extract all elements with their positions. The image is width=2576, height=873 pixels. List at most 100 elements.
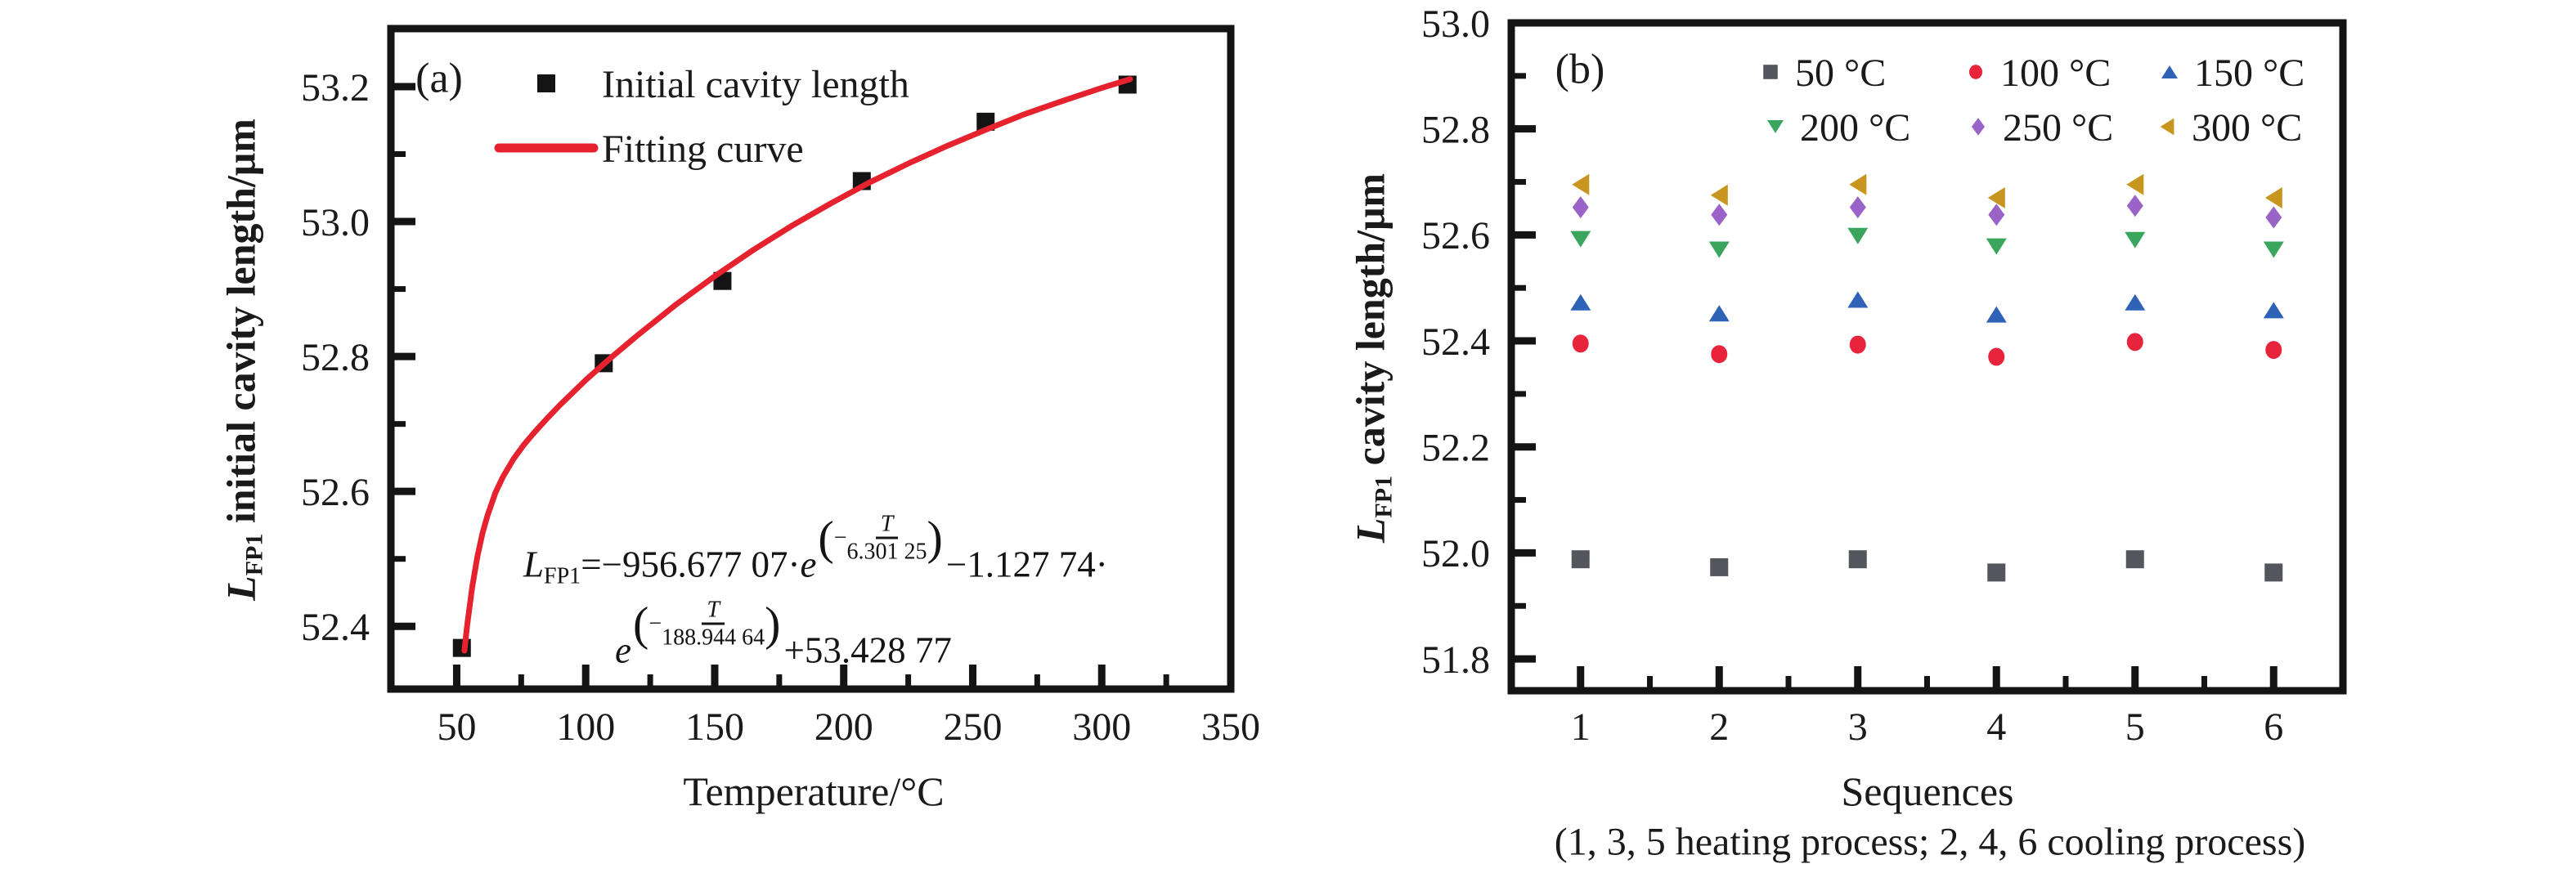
y-tick-label: 53.2 [301,66,370,110]
data-point-200 °C [1708,241,1730,258]
legend-marker-250 °C [1972,118,1985,136]
eq-segment-1: =−956.677 07· [581,544,801,584]
y-tick-label: 52.2 [1421,427,1490,470]
equation-line-2: e(− T 188.944 64) +53.428 77 [615,598,952,678]
x-tick-label: 150 [685,705,744,749]
minus-sign: − [648,611,662,636]
data-point-200 °C [1847,227,1869,244]
y-axis-label-a: LFP1 initial cavity length/μm [218,119,269,601]
data-point-250 °C [2126,195,2143,217]
legend-label-50 °C: 50 °C [1795,51,1886,95]
data-point-200 °C [1986,238,2007,255]
chart-panel-b: 1 2 3 4 5 6 51.8 52.0 52.2 52.4 52.6 52.8 53.0 [1421,2,2347,749]
x-tick-label: 3 [1848,705,1868,749]
x-axis-note-b: (1, 3, 5 heating process; 2, 4, 6 coolin… [1554,820,2306,864]
legend-marker-150 °C [2161,65,2178,78]
fraction-numerator: T [875,512,899,539]
open-paren: ( [818,511,834,565]
legend-label-initial-cavity-length: Initial cavity length [602,63,909,106]
eq-exponent-2: (− T 188.944 64) [633,597,780,651]
y-tick-label: 53.0 [1421,2,1490,46]
eq-exponent-1: (− T 6.301 25) [818,511,942,566]
fraction-denominator: 6.301 25 [846,539,927,565]
data-point-250 °C [1849,196,1866,219]
minus-sign: − [833,525,847,550]
y-tick-label: 52.8 [1421,108,1490,151]
data-point-50 °C [1987,563,2006,582]
data-point-100 °C [1711,345,1728,364]
close-paren: ) [765,597,781,651]
data-point-150 °C [1708,305,1730,322]
eq-segment-2: −1.127 74· [945,544,1108,584]
x-tick-label: 250 [943,705,1002,749]
data-point-100 °C [1572,334,1589,353]
legend-marker-100 °C [1969,65,1982,79]
eq-e-2: e [615,629,631,670]
y-tick-label: 52.6 [301,471,370,514]
x-tick-label: 300 [1072,705,1131,749]
eq-subscript: FP1 [544,563,581,589]
fraction-2: T 188.944 64 [662,598,765,650]
y-tick-label: 52.0 [1421,532,1490,575]
data-point-250 °C [1711,204,1728,226]
data-point-300 °C [1710,184,1728,206]
data-point-300 °C [2126,173,2144,195]
fraction-denominator: 188.944 64 [662,625,765,651]
data-point-100 °C [2265,341,2282,360]
y-tick-label: 52.8 [301,336,370,379]
data-point-150 °C [1986,306,2007,323]
legend-label-100 °C: 100 °C [2000,51,2111,95]
chart-panel-a: 50 100 150 200 250 300 350 52.4 52.6 52.8 53.0 53.2 [301,25,1260,749]
data-point-300 °C [1987,187,2005,208]
x-tick-label: 350 [1201,705,1260,749]
y-tick-label: 51.8 [1421,638,1490,682]
eq-symbol: L [523,544,545,584]
x-axis-label-a: Temperature/°C [683,768,945,814]
data-point-300 °C [1849,173,1867,195]
legend-label-300 °C: 300 °C [2192,106,2302,150]
data-point-50 °C [1848,550,1867,569]
data-point-100 °C [1988,347,2005,366]
eq-e-1: e [800,544,817,584]
data-point-250 °C [1572,196,1589,219]
close-paren: ) [927,511,943,565]
data-point-150 °C [1847,291,1869,308]
x-axis-label-b: Sequences [1841,768,2014,814]
x-tick-label: 2 [1709,705,1729,749]
data-point-50 °C [2125,550,2144,569]
x-tick-label: 1 [1571,705,1591,749]
y-axis-text-a: initial cavity length/μm [218,119,264,534]
y-tick-label: 52.4 [301,606,370,649]
equation-line-1: L FP1 =−956.677 07· e(− T 6.301 25) −1.127 74· [523,512,1108,592]
y-axis-symbol-b: L [1347,517,1393,544]
fraction-numerator: T [702,598,725,625]
plot-frame [387,25,1235,693]
data-point-200 °C [2263,241,2284,258]
legend-b: 50 °C 100 °C 150 °C 200 °C 250 °C 300 °C [1763,51,2304,150]
legend-marker-50 °C [1763,65,1778,79]
plot-frame [1507,19,2347,695]
data-point-150 °C [2263,302,2284,319]
y-axis-subscript-b: FP1 [1370,475,1398,518]
data-point-50 °C [1710,557,1729,576]
y-axis-subscript-a: FP1 [240,533,268,576]
legend-label-fitting-curve: Fitting curve [602,128,804,171]
y-axis-label-b: LFP1 cavity length/μm [1347,173,1398,543]
x-tick-label: 100 [556,705,615,749]
x-tick-label: 5 [2125,705,2145,749]
fitting-curve [461,76,1133,654]
legend-a: Initial cavity length Fitting curve [494,63,909,171]
legend-marker-200 °C [1767,120,1784,133]
legend-label-200 °C: 200 °C [1800,106,1910,150]
data-point-100 °C [1849,335,1866,354]
legend-marker-300 °C [2160,118,2174,136]
x-tick-label: 200 [815,705,873,749]
y-axis-text-b: cavity length/μm [1347,172,1393,476]
data-point-150 °C [2125,293,2146,311]
x-tick-label: 50 [437,705,476,749]
data-point-200 °C [1570,231,1591,248]
legend-label-250 °C: 250 °C [2003,106,2113,150]
y-tick-label: 52.4 [1421,320,1490,364]
